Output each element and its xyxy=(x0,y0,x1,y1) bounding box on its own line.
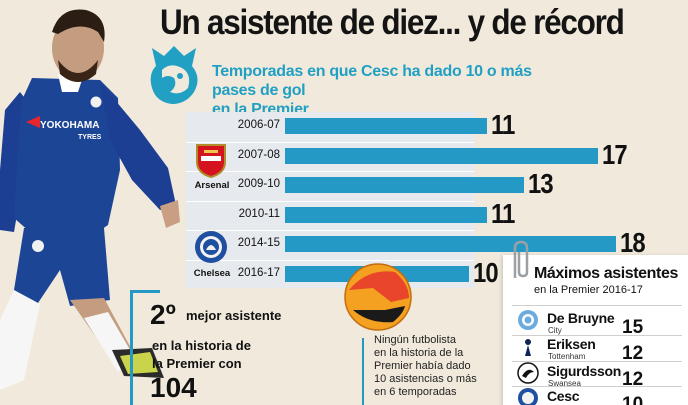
chelsea-crest-icon xyxy=(518,388,538,405)
premier-league-icon xyxy=(150,46,198,104)
assister-team: Tottenham xyxy=(548,352,586,361)
assister-value: 15 xyxy=(622,317,644,338)
note-line-3: Premier había dado xyxy=(374,360,471,372)
assister-value: 12 xyxy=(622,343,644,364)
row-divider xyxy=(186,171,474,172)
swansea-crest-icon xyxy=(517,362,539,384)
chart-subtitle: Temporadas en que Cesc ha dado 10 o más … xyxy=(212,62,542,119)
top-assisters-title: Máximos asistentes xyxy=(534,265,678,282)
season-label: 2006-07 xyxy=(237,119,280,131)
club-label-arsenal: Arsenal xyxy=(194,180,230,191)
assists-value-label: 11 xyxy=(491,197,515,229)
shirt-sponsor-2: TYRES xyxy=(78,134,102,141)
chart-subtitle-line-1: Temporadas en que Cesc ha dado 10 o más … xyxy=(212,63,532,99)
assists-value-label: 13 xyxy=(528,168,554,199)
shirt-sponsor: YOKOHAMA xyxy=(40,120,99,131)
season-label: 2010-11 xyxy=(238,207,280,220)
stat-box-left-border xyxy=(130,290,133,405)
top-assisters-subtitle: en la Premier 2016-17 xyxy=(534,284,643,296)
chelsea-crest-icon xyxy=(195,231,227,263)
assister-team: City xyxy=(548,326,562,335)
season-label: 2007-08 xyxy=(237,148,280,161)
divider xyxy=(512,386,682,387)
assister-team: Swansea xyxy=(548,379,581,388)
season-label: 2014-15 xyxy=(237,237,280,249)
arsenal-crest-icon xyxy=(196,144,226,178)
rank-position: 2º xyxy=(150,299,176,330)
divider xyxy=(512,361,682,362)
row-divider xyxy=(186,200,474,202)
note-line-2: en la historia de la xyxy=(374,347,464,359)
assists-bar xyxy=(285,118,487,134)
assister-name: Sigurdsson xyxy=(547,363,622,379)
assists-value-label: 10 xyxy=(473,256,499,288)
assists-bar xyxy=(285,177,524,193)
club-label-chelsea: Chelsea xyxy=(193,268,231,279)
football-icon xyxy=(344,263,412,331)
rank-total: 104 xyxy=(150,372,197,403)
season-label: 2009-10 xyxy=(237,178,280,190)
assists-value-label: 11 xyxy=(491,109,515,140)
chart-panel xyxy=(186,112,474,288)
assister-value: 10 xyxy=(622,394,644,405)
divider xyxy=(512,305,682,306)
rank-text-line-3: la Premier con xyxy=(152,356,242,371)
note-line-4: 10 asistencias o más xyxy=(374,373,477,385)
assists-bar xyxy=(285,147,598,164)
headline: Un asistente de diez... y de récord xyxy=(160,3,625,42)
row-divider xyxy=(186,230,474,231)
assists-value-label: 17 xyxy=(602,138,628,170)
row-divider xyxy=(186,259,474,261)
record-note: Ningún futbolista en la historia de la P… xyxy=(374,334,500,399)
stat-box-top-border xyxy=(130,290,160,293)
tottenham-crest-icon xyxy=(525,339,531,356)
divider xyxy=(512,335,682,336)
assists-bar xyxy=(285,236,616,252)
assists-value-label: 18 xyxy=(620,227,646,258)
paperclip-icon xyxy=(513,240,529,278)
rank-text-line-1: mejor asistente xyxy=(186,308,282,323)
note-border xyxy=(362,338,364,405)
assister-name: Cesc xyxy=(547,388,580,404)
assister-name: Eriksen xyxy=(547,336,596,352)
season-label: 2016-17 xyxy=(237,266,280,279)
assists-bar xyxy=(285,206,487,223)
manchester-city-crest-icon xyxy=(518,310,538,330)
note-line-1: Ningún futbolista xyxy=(374,334,456,346)
note-line-5: en 6 temporadas xyxy=(374,386,457,398)
rank-text-line-2: en la historia de xyxy=(152,338,251,353)
assister-value: 12 xyxy=(622,369,644,390)
row-divider xyxy=(186,141,474,143)
assister-name: De Bruyne xyxy=(547,310,615,326)
